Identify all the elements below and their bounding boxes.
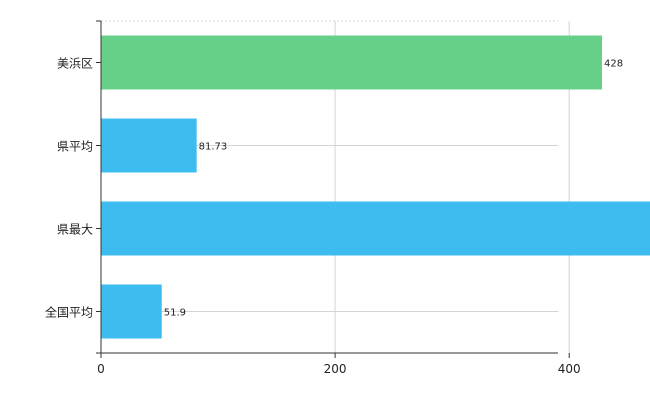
category-label: 全国平均 — [45, 305, 93, 320]
axes — [96, 20, 570, 358]
category-label: 県平均 — [57, 140, 93, 154]
data-label: 81.73 — [199, 142, 228, 153]
bar — [101, 118, 197, 173]
category-label: 美浜区 — [57, 57, 93, 71]
x-tick-label: 400 — [558, 362, 581, 376]
category-label: 県最大 — [57, 223, 93, 237]
x-tick-label: 200 — [324, 362, 347, 376]
bar — [101, 35, 602, 90]
bars — [101, 35, 650, 339]
data-label: 428 — [604, 59, 623, 70]
x-tick-label: 0 — [97, 362, 105, 376]
data-label: 51.9 — [164, 308, 186, 319]
bar — [101, 284, 162, 339]
bar — [101, 201, 650, 256]
